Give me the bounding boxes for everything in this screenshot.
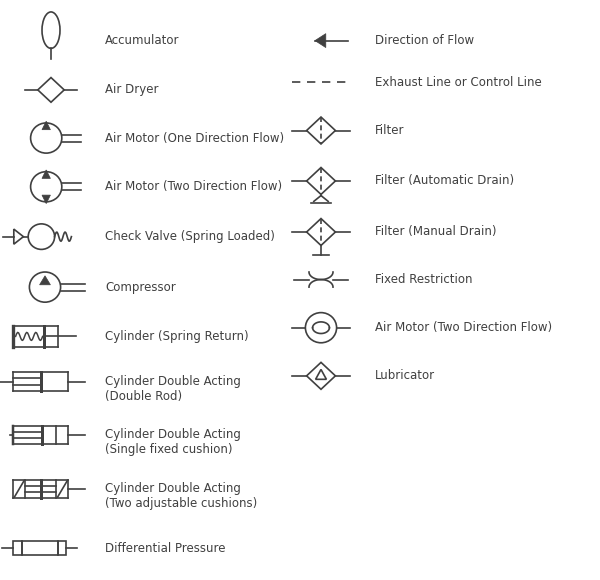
Text: Cylinder Double Acting
(Double Rod): Cylinder Double Acting (Double Rod) — [105, 375, 241, 403]
Text: Cylinder Double Acting
(Single fixed cushion): Cylinder Double Acting (Single fixed cus… — [105, 428, 241, 456]
Polygon shape — [42, 195, 50, 204]
Text: Fixed Restriction: Fixed Restriction — [375, 273, 473, 286]
Text: Check Valve (Spring Loaded): Check Valve (Spring Loaded) — [105, 230, 275, 243]
Text: Filter (Manual Drain): Filter (Manual Drain) — [375, 226, 497, 238]
Text: Differential Pressure: Differential Pressure — [105, 542, 226, 554]
Text: Cylinder (Spring Return): Cylinder (Spring Return) — [105, 330, 248, 343]
Text: Filter (Automatic Drain): Filter (Automatic Drain) — [375, 175, 514, 187]
Text: Filter: Filter — [375, 124, 404, 137]
Text: Direction of Flow: Direction of Flow — [375, 34, 474, 47]
Text: Cylinder Double Acting
(Two adjustable cushions): Cylinder Double Acting (Two adjustable c… — [105, 482, 257, 510]
Text: Air Motor (Two Direction Flow): Air Motor (Two Direction Flow) — [375, 321, 552, 334]
Bar — [22, 541, 58, 555]
Text: Lubricator: Lubricator — [375, 369, 435, 382]
Text: Air Motor (One Direction Flow): Air Motor (One Direction Flow) — [105, 132, 284, 144]
Text: Air Motor (Two Direction Flow): Air Motor (Two Direction Flow) — [105, 180, 282, 193]
Text: Exhaust Line or Control Line: Exhaust Line or Control Line — [375, 76, 542, 89]
Bar — [13, 541, 22, 555]
Text: Compressor: Compressor — [105, 281, 176, 293]
Text: Air Dryer: Air Dryer — [105, 84, 158, 96]
Polygon shape — [42, 170, 50, 179]
Polygon shape — [40, 276, 50, 285]
Polygon shape — [42, 121, 50, 130]
Text: Accumulator: Accumulator — [105, 34, 179, 47]
Polygon shape — [315, 34, 326, 48]
Bar — [58, 541, 66, 555]
